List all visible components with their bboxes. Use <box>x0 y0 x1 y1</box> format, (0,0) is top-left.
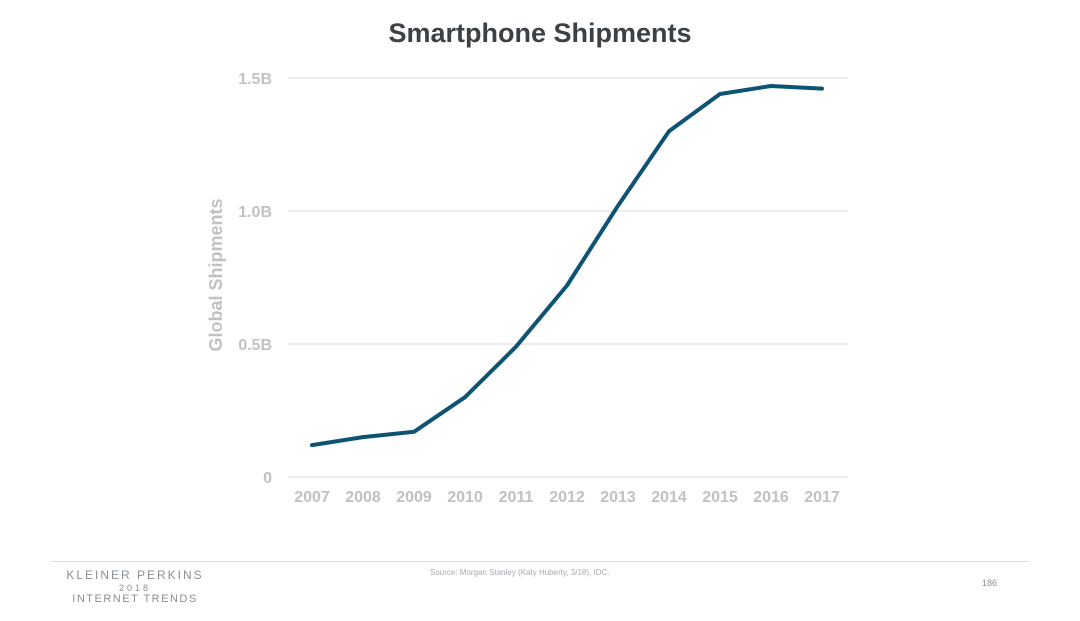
data-point <box>463 395 467 399</box>
brand-logo: KLEINER PERKINS 2018 INTERNET TRENDS <box>60 568 210 606</box>
data-point <box>769 84 773 88</box>
series-line <box>310 84 824 448</box>
gridlines <box>288 77 848 478</box>
footer-divider <box>50 561 1030 562</box>
y-tick-label: 0.5B <box>238 337 272 354</box>
brand-name: KLEINER PERKINS <box>66 568 204 582</box>
data-point <box>361 435 365 439</box>
data-point <box>820 87 824 91</box>
x-tick-label: 2009 <box>396 489 432 506</box>
x-tick-label: 2013 <box>600 489 636 506</box>
x-tick-label: 2015 <box>702 489 738 506</box>
y-tick-label: 1.5B <box>238 71 272 88</box>
y-tick-label: 1.0B <box>238 204 272 221</box>
series <box>310 84 824 448</box>
y-tick-label: 0 <box>263 470 272 487</box>
x-tick-labels: 2007 2008 2009 2010 2011 2012 2013 2014 2015 2016… <box>294 489 840 506</box>
x-tick-label: 2014 <box>651 489 687 506</box>
source-note: Source: Morgan Stanley (Katy Huberty, 3/… <box>430 568 610 577</box>
y-tick-labels: 0 0.5B 1.0B 1.5B <box>238 71 272 487</box>
data-point <box>514 345 518 349</box>
x-tick-label: 2007 <box>294 489 330 506</box>
data-point <box>310 443 314 447</box>
y-axis-label: Global Shipments <box>206 198 226 351</box>
x-tick-label: 2012 <box>549 489 585 506</box>
data-point <box>616 204 620 208</box>
x-tick-label: 2016 <box>753 489 789 506</box>
x-tick-label: 2010 <box>447 489 483 506</box>
page-number: 186 <box>982 578 998 588</box>
brand-year: 2018 <box>118 582 152 593</box>
data-point <box>667 129 671 133</box>
data-point <box>718 92 722 96</box>
data-point <box>565 283 569 287</box>
x-tick-label: 2017 <box>804 489 840 506</box>
brand-subtitle: INTERNET TRENDS <box>72 593 198 606</box>
x-tick-label: 2008 <box>345 489 381 506</box>
data-point <box>412 430 416 434</box>
chart-title: Smartphone Shipments <box>388 18 692 48</box>
x-tick-label: 2011 <box>499 489 534 506</box>
